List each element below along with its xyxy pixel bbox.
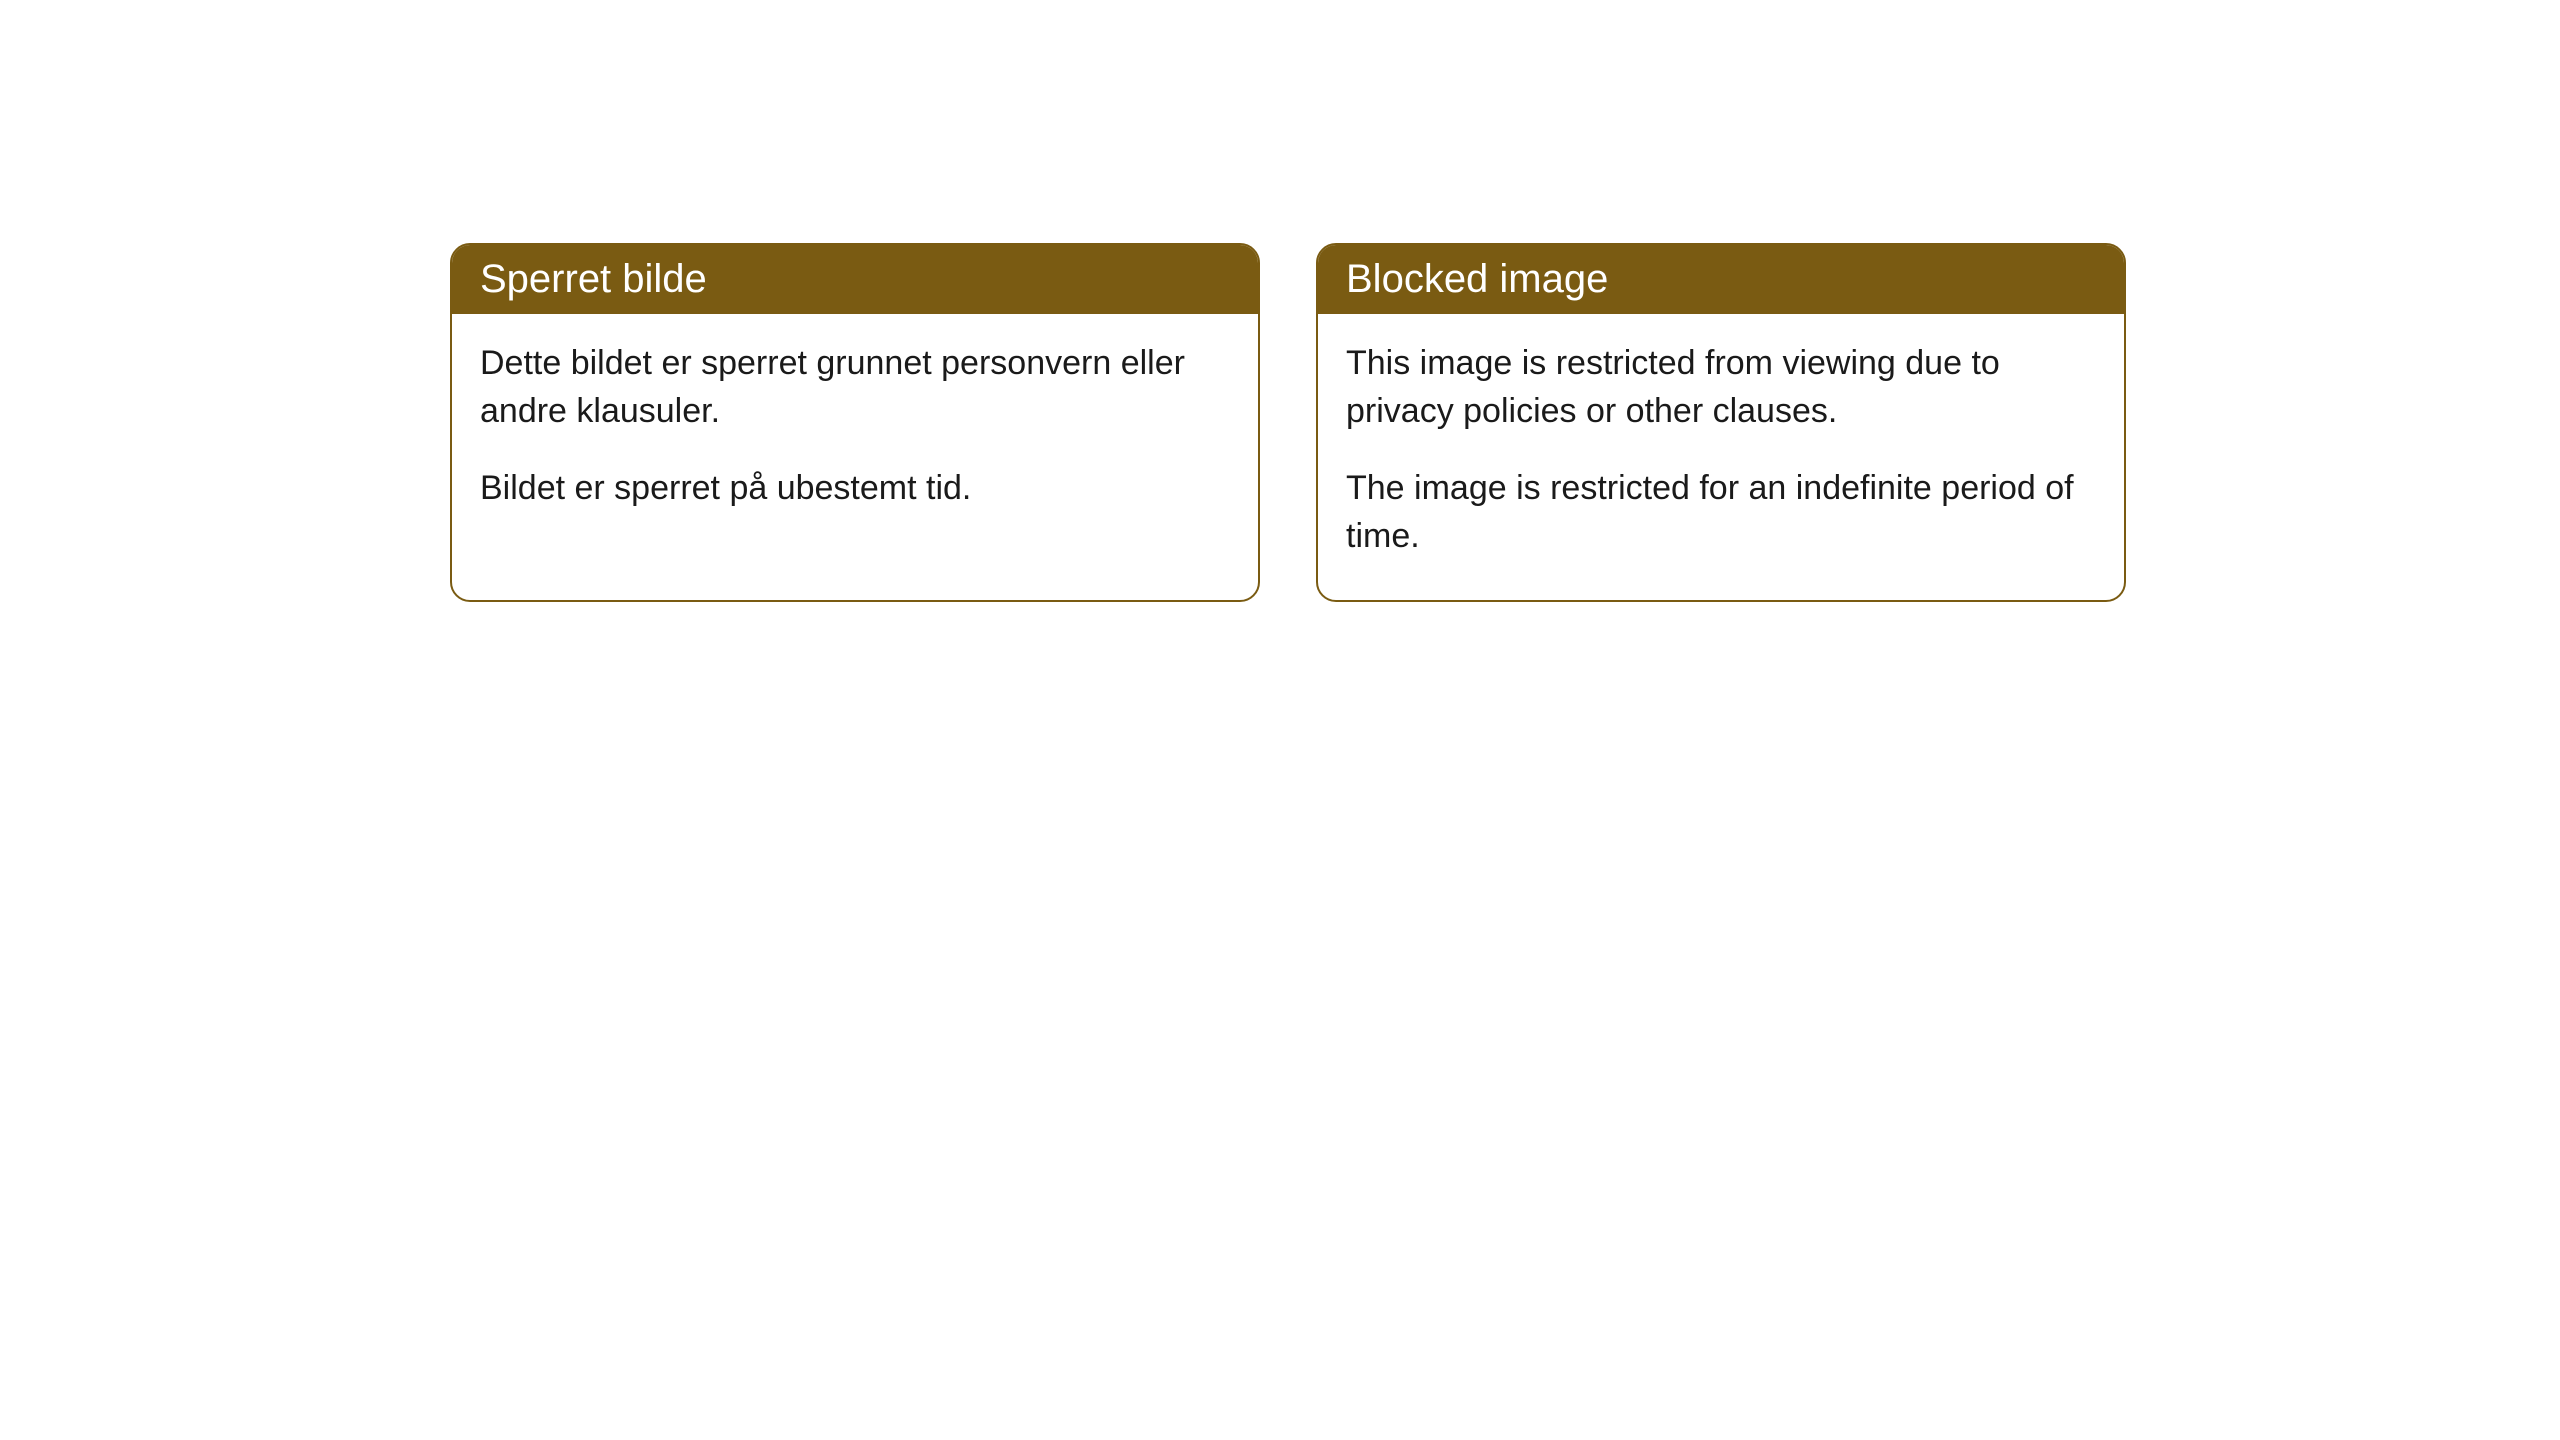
card-title: Sperret bilde (480, 257, 707, 301)
notice-card-english: Blocked image This image is restricted f… (1316, 243, 2126, 602)
card-paragraph: Bildet er sperret på ubestemt tid. (480, 465, 1230, 513)
card-header: Blocked image (1318, 245, 2124, 314)
notice-card-norwegian: Sperret bilde Dette bildet er sperret gr… (450, 243, 1260, 602)
card-paragraph: Dette bildet er sperret grunnet personve… (480, 340, 1230, 435)
card-body: This image is restricted from viewing du… (1318, 314, 2124, 600)
card-paragraph: The image is restricted for an indefinit… (1346, 465, 2096, 560)
card-body: Dette bildet er sperret grunnet personve… (452, 314, 1258, 553)
card-header: Sperret bilde (452, 245, 1258, 314)
card-paragraph: This image is restricted from viewing du… (1346, 340, 2096, 435)
notice-cards-container: Sperret bilde Dette bildet er sperret gr… (450, 243, 2126, 602)
card-title: Blocked image (1346, 257, 1608, 301)
